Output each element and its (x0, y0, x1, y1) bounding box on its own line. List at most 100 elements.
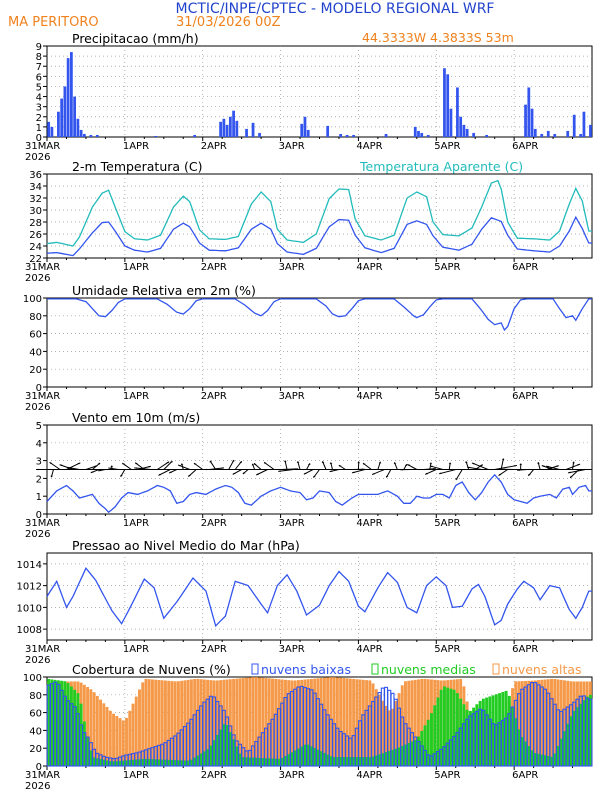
legend-swatch (492, 663, 500, 675)
cloud-bar (342, 678, 346, 766)
cloud-bar (501, 692, 505, 766)
precip-bar (66, 58, 70, 138)
cloud-bar (527, 680, 531, 766)
cloud-bar (157, 679, 161, 766)
cloud-bar (533, 753, 537, 766)
cloud-bar (92, 692, 96, 766)
wind-arrow-head (178, 464, 182, 467)
x-day-label: 4APR (356, 770, 382, 781)
wind-arrow-head (59, 464, 63, 467)
x-year-label: 2026 (25, 655, 50, 666)
cloud-bar (326, 677, 330, 766)
cloud-bar (151, 759, 154, 766)
y-tick-label: 0 (36, 133, 42, 144)
cloud-bar (420, 679, 424, 766)
precip-bar (47, 121, 51, 137)
wind-arrow-head (193, 463, 197, 465)
chart-title: MCTIC/INPE/CPTEC - MODELO REGIONAL WRF (176, 1, 495, 17)
wind-arrow (234, 460, 243, 470)
cloud-bar (381, 753, 385, 766)
cloud-bar (345, 757, 349, 766)
cloud-bar (271, 758, 274, 766)
wind-arrow-head (514, 465, 518, 467)
cloud-bar (368, 680, 372, 766)
cloud-bar (520, 737, 524, 766)
cloud-bar (417, 679, 420, 766)
cloud-bar (546, 755, 550, 766)
cloud-bar (358, 757, 362, 766)
cloud-bar (507, 695, 511, 766)
wind-arrow-head (77, 462, 81, 465)
precip-bar (352, 134, 355, 137)
cloud-bar (277, 758, 281, 766)
wind-arrow-head (180, 463, 184, 466)
y-tick-label: 5 (36, 421, 42, 432)
cloud-bar (267, 678, 271, 766)
precip-bar (572, 114, 576, 137)
wind-arrow-head (329, 470, 333, 472)
wind-arrow (494, 464, 518, 470)
wind-arrow-head (120, 475, 123, 477)
cloud-bar (498, 693, 502, 766)
cloud-bar (170, 681, 174, 766)
cloud-bar (261, 758, 265, 766)
x-start-label: 31MAR (25, 770, 60, 781)
y-tick-label: 6 (36, 72, 42, 83)
wind-arrow-head (110, 465, 114, 468)
x-day-label: 2APR (201, 141, 227, 152)
cloud-bar (520, 681, 524, 766)
cloud-bar (296, 680, 300, 766)
cloud-bar (173, 760, 177, 766)
cloud-bar (400, 685, 404, 766)
cloud-bar (345, 678, 349, 766)
cloud-bar (82, 721, 86, 766)
panel-title: Pressao ao Nivel Medio do Mar (hPa) (72, 538, 300, 553)
cloud-bar (206, 679, 210, 766)
x-day-label: 6APR (512, 644, 538, 655)
x-day-label: 4APR (356, 644, 382, 655)
wind-arrow-head (362, 463, 366, 465)
cloud-bar (378, 754, 382, 766)
precip-bar (154, 135, 158, 137)
cloud-bar (296, 748, 300, 766)
cloud-bar (436, 697, 440, 766)
cloud-bar (160, 680, 164, 766)
cloud-bar (176, 681, 180, 766)
wind-arrow-head (385, 475, 389, 478)
cloud-bar (73, 689, 77, 766)
wind-arrow-head (467, 466, 471, 469)
wind-arrow-head (239, 461, 242, 463)
cloud-bar (258, 757, 261, 766)
cloud-bar (352, 757, 356, 766)
wind-arrow (157, 461, 170, 470)
cloud-bar (319, 678, 323, 766)
wind-arrow-head (372, 473, 376, 475)
cloud-bar (322, 677, 326, 766)
cloud-bar (319, 751, 323, 766)
cloud-bar (235, 678, 239, 766)
cloud-bar (209, 680, 213, 766)
panel-title: 2-m Temperatura (C) (72, 159, 203, 174)
precip-bar (222, 118, 226, 137)
cloud-bar (361, 679, 365, 766)
cloud-bar (125, 760, 128, 766)
cloud-bar (86, 737, 90, 766)
cloud-bar (115, 761, 119, 766)
cloud-bar (99, 758, 103, 766)
y-tick-label: 0 (36, 762, 42, 773)
cloud-bar (335, 677, 339, 766)
cloud-bar (511, 707, 515, 766)
cloud-bar (475, 704, 479, 766)
y-tick-label: 60 (29, 709, 42, 720)
cloud-bar (449, 688, 453, 766)
cloud-series-blue (46, 681, 593, 767)
cloud-bar (329, 677, 333, 766)
location-label: MA PERITORO (8, 15, 99, 30)
cloud-bar (423, 678, 427, 766)
cloud-bar (219, 729, 223, 766)
wind-arrow-head (338, 465, 342, 467)
wind-arrow-head (321, 461, 325, 463)
cloud-series-green (47, 679, 592, 766)
cloud-bar (79, 703, 83, 766)
